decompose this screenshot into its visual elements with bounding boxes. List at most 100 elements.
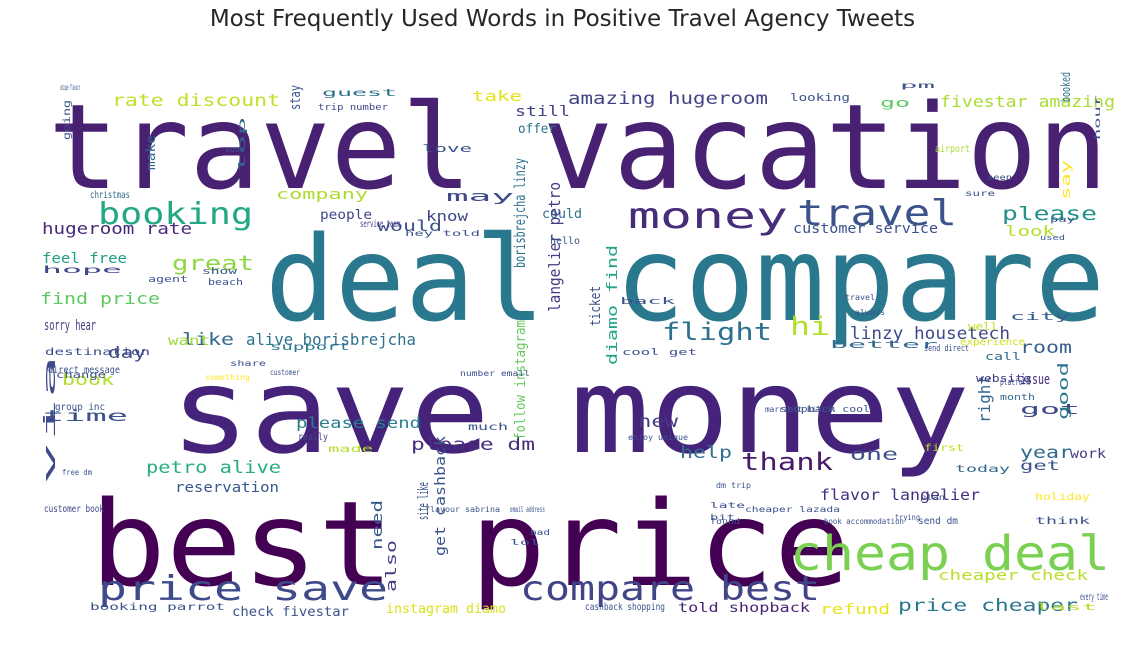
word-customer-service: customer service bbox=[793, 221, 938, 237]
word-please: please bbox=[1002, 203, 1097, 225]
word-instagram-diamo: instagram diamo bbox=[386, 602, 506, 617]
word-destination: destination bbox=[45, 347, 150, 358]
word-send-dm: send dm bbox=[918, 516, 958, 527]
word-thank: thank bbox=[741, 448, 834, 476]
word-cheaper-check: cheaper check bbox=[938, 568, 1089, 584]
word-new: new bbox=[638, 412, 679, 432]
word-cheaper-lazada: cheaper lazada bbox=[745, 505, 840, 514]
word-need: need bbox=[370, 500, 386, 550]
word-hour: hour bbox=[1093, 95, 1102, 140]
word-go: go bbox=[880, 96, 910, 110]
word-hugeroom-rate: hugeroom rate bbox=[42, 219, 192, 238]
word-stay: stay bbox=[288, 85, 304, 110]
word-experience: experience bbox=[960, 337, 1025, 348]
word-beach: beach bbox=[208, 278, 243, 288]
word-guest: guest bbox=[322, 88, 397, 99]
word-travel-vacation: travel vacation bbox=[48, 78, 1108, 216]
word-sure: sure bbox=[965, 189, 995, 198]
word-want: want bbox=[168, 334, 210, 349]
word-travel: travel bbox=[797, 193, 957, 234]
word-dm-trip: dm trip bbox=[716, 481, 751, 490]
word-book-accommodation: book accommodation bbox=[824, 517, 904, 526]
word-better: better bbox=[830, 338, 939, 351]
word-made: made bbox=[328, 444, 373, 455]
word-unique-flavour: unique flavour bbox=[60, 83, 80, 92]
word-best-price: best price bbox=[90, 475, 850, 613]
word-agent: agent bbox=[148, 275, 188, 285]
word-booking-parrot: booking parrot bbox=[90, 602, 225, 613]
word-hey-told: hey told bbox=[405, 229, 480, 238]
word-top: top bbox=[237, 117, 248, 172]
word-company: company bbox=[276, 187, 368, 203]
word-booking: booking bbox=[98, 197, 253, 232]
word-pm: pm bbox=[900, 81, 936, 90]
word-trying: trying bbox=[895, 513, 920, 522]
chart-title: Most Frequently Used Words in Positive T… bbox=[209, 6, 916, 32]
word-think: think bbox=[1035, 516, 1090, 527]
word-marriott-hilton: marriott hilton bbox=[765, 405, 835, 414]
word-told-shopback: told shopback bbox=[678, 601, 810, 616]
word-enjoy-unique: enjoy unique bbox=[628, 433, 688, 442]
word-always: always bbox=[855, 308, 885, 317]
word-today: today bbox=[955, 464, 1010, 475]
word-make: make bbox=[144, 135, 158, 170]
word-follow-instagram: follow instagram bbox=[513, 320, 529, 440]
word-take: take bbox=[472, 89, 522, 105]
word-rate-discount: rate discount bbox=[112, 91, 280, 111]
word-could: could bbox=[542, 207, 582, 222]
word-year: year bbox=[1020, 443, 1072, 463]
word-money: money bbox=[628, 196, 788, 237]
word-borisbrejcha-linzy: borisbrejcha linzy bbox=[511, 158, 529, 268]
word-offer: offer bbox=[518, 122, 556, 137]
word-cheap-deal: cheap deal bbox=[790, 526, 1110, 582]
word-really: really bbox=[298, 432, 328, 443]
word-found: found bbox=[710, 517, 740, 526]
word-know: know bbox=[426, 209, 469, 225]
word-petro-alive: petro alive bbox=[146, 458, 281, 478]
word-send-direct: send direct bbox=[924, 344, 969, 354]
word-day: day bbox=[108, 343, 146, 362]
word-cashback-shopping: cashback shopping bbox=[585, 602, 665, 613]
word-flight: flight bbox=[662, 318, 772, 346]
word-going: going bbox=[62, 100, 73, 140]
word-fivestar-amazing: fivestar amazing bbox=[940, 92, 1115, 111]
word-great: great bbox=[172, 251, 254, 275]
word-deal-compare: deal compare bbox=[265, 210, 1105, 348]
word-get: get bbox=[1020, 459, 1060, 474]
word-well: well bbox=[968, 320, 998, 333]
word-bit: bit bbox=[710, 513, 735, 522]
word-call: call bbox=[985, 350, 1021, 363]
word-change: change bbox=[56, 370, 106, 381]
word-free-dm: free dm bbox=[62, 468, 92, 477]
word-price-save: price save bbox=[98, 569, 388, 609]
word-alive-borisbrejcha: alive borisbrejcha bbox=[246, 330, 416, 349]
word-feel-free: feel free bbox=[42, 251, 127, 267]
word-love: love bbox=[422, 142, 472, 155]
word-check-fivestar: check fivestar bbox=[232, 605, 349, 620]
word-seen: seen bbox=[987, 173, 1012, 182]
word-linzy-housetech: linzy housetech bbox=[850, 324, 1010, 344]
word-late: late bbox=[710, 501, 745, 510]
word-much: much bbox=[468, 422, 508, 433]
word-people: people bbox=[320, 208, 372, 223]
word-flavor-langelier: flavor langelier bbox=[820, 486, 980, 504]
word-bad: bad bbox=[530, 528, 550, 537]
word-time: time bbox=[43, 407, 128, 425]
word-please-dm: please dm bbox=[411, 435, 535, 455]
word-last: last bbox=[1035, 603, 1097, 613]
word-also: also bbox=[384, 540, 400, 592]
word-number-email: number email bbox=[460, 369, 530, 378]
word-issue: issue bbox=[1020, 372, 1050, 388]
word-still: still bbox=[515, 104, 570, 120]
word-work: work bbox=[1070, 447, 1106, 462]
word-soon: soon bbox=[225, 145, 245, 154]
word-looking: looking bbox=[790, 91, 850, 104]
word-customer-book: customer book bbox=[44, 504, 104, 515]
word-like: like bbox=[182, 330, 234, 350]
word-site-like: site like bbox=[416, 482, 432, 520]
word-save-money: save money bbox=[170, 342, 970, 480]
word-book: book bbox=[62, 370, 114, 389]
word-website: website bbox=[976, 372, 1031, 385]
word-used: used bbox=[1040, 234, 1065, 242]
